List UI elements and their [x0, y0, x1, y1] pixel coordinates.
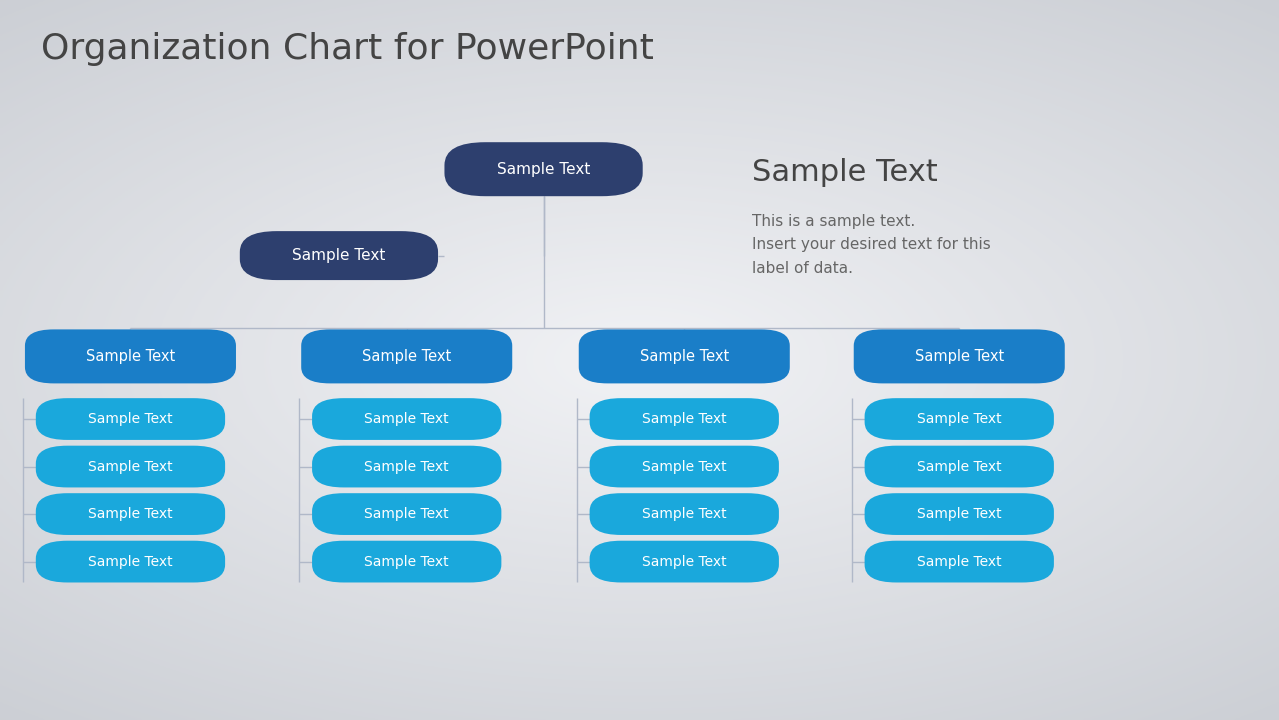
Text: Sample Text: Sample Text: [365, 554, 449, 569]
FancyBboxPatch shape: [312, 398, 501, 440]
Text: Sample Text: Sample Text: [917, 459, 1001, 474]
Text: This is a sample text.
Insert your desired text for this
label of data.: This is a sample text. Insert your desir…: [752, 214, 991, 276]
FancyBboxPatch shape: [590, 541, 779, 582]
Text: Sample Text: Sample Text: [365, 459, 449, 474]
Text: Sample Text: Sample Text: [365, 412, 449, 426]
FancyBboxPatch shape: [312, 446, 501, 487]
Text: Sample Text: Sample Text: [914, 349, 1004, 364]
FancyBboxPatch shape: [302, 330, 512, 383]
Text: Sample Text: Sample Text: [88, 507, 173, 521]
FancyBboxPatch shape: [36, 398, 225, 440]
Text: Sample Text: Sample Text: [292, 248, 386, 263]
FancyBboxPatch shape: [36, 541, 225, 582]
Text: Sample Text: Sample Text: [88, 459, 173, 474]
Text: Sample Text: Sample Text: [362, 349, 451, 364]
Text: Sample Text: Sample Text: [642, 507, 726, 521]
FancyBboxPatch shape: [578, 330, 790, 383]
FancyBboxPatch shape: [865, 493, 1054, 535]
FancyBboxPatch shape: [590, 493, 779, 535]
FancyBboxPatch shape: [865, 541, 1054, 582]
Text: Sample Text: Sample Text: [88, 554, 173, 569]
Text: Sample Text: Sample Text: [917, 507, 1001, 521]
FancyBboxPatch shape: [865, 398, 1054, 440]
FancyBboxPatch shape: [312, 541, 501, 582]
FancyBboxPatch shape: [36, 446, 225, 487]
FancyBboxPatch shape: [590, 446, 779, 487]
Text: Sample Text: Sample Text: [86, 349, 175, 364]
Text: Sample Text: Sample Text: [917, 412, 1001, 426]
Text: Sample Text: Sample Text: [917, 554, 1001, 569]
FancyBboxPatch shape: [240, 231, 437, 280]
FancyBboxPatch shape: [24, 330, 235, 383]
FancyBboxPatch shape: [590, 398, 779, 440]
FancyBboxPatch shape: [865, 446, 1054, 487]
Text: Sample Text: Sample Text: [642, 459, 726, 474]
FancyBboxPatch shape: [312, 493, 501, 535]
Text: Organization Chart for PowerPoint: Organization Chart for PowerPoint: [41, 32, 654, 66]
FancyBboxPatch shape: [36, 493, 225, 535]
FancyBboxPatch shape: [854, 330, 1064, 383]
Text: Sample Text: Sample Text: [640, 349, 729, 364]
Text: Sample Text: Sample Text: [88, 412, 173, 426]
FancyBboxPatch shape: [445, 143, 642, 196]
Text: Sample Text: Sample Text: [496, 162, 591, 176]
Text: Sample Text: Sample Text: [642, 554, 726, 569]
Text: Sample Text: Sample Text: [365, 507, 449, 521]
Text: Sample Text: Sample Text: [752, 158, 938, 187]
Text: Sample Text: Sample Text: [642, 412, 726, 426]
